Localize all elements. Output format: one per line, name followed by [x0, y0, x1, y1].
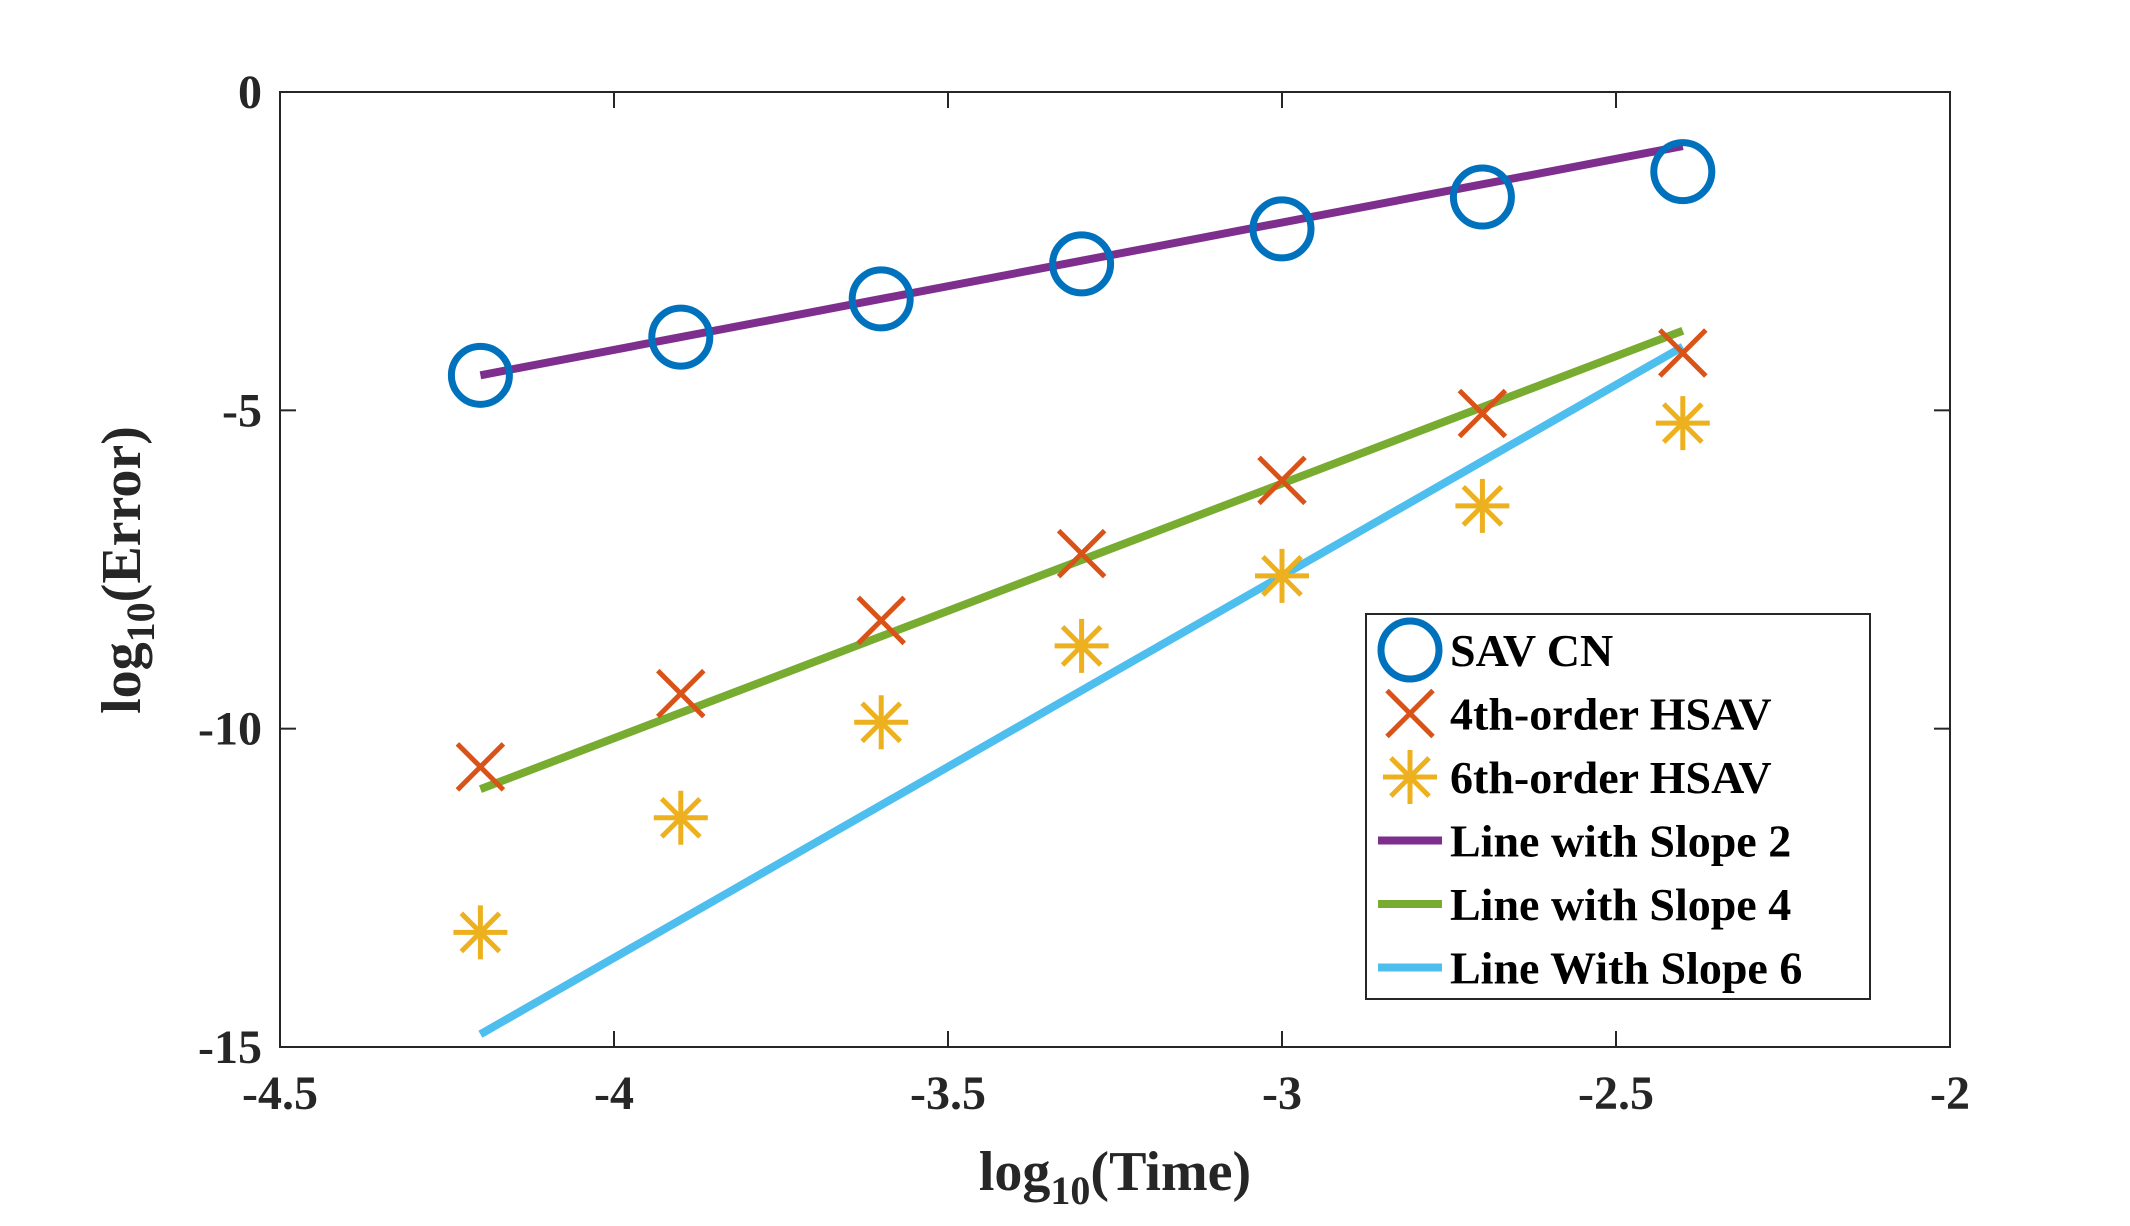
ticks [279, 91, 1951, 1048]
x-tick-label: -2 [1930, 1067, 1970, 1120]
x-tick-label: -3 [1262, 1067, 1302, 1120]
x-axis-label-sub: 10 [1050, 1168, 1090, 1213]
legend-label-4: Line with Slope 4 [1450, 879, 1791, 930]
series-2-point [653, 790, 708, 845]
series-markers [447, 139, 1716, 960]
x-tick-label: -2.5 [1578, 1067, 1654, 1120]
legend-label-2: 6th-order HSAV [1450, 752, 1772, 803]
series-line-3 [479, 142, 1684, 380]
y-tick-label: -15 [198, 1021, 262, 1074]
series-line-5 [478, 343, 1685, 1038]
x-tick-label: -4.5 [242, 1067, 318, 1120]
y-axis-label-prefix: log [91, 642, 153, 714]
series-1-point [1257, 455, 1307, 506]
y-tick-label: 0 [238, 66, 262, 119]
series-2-point [1455, 478, 1510, 533]
legend-box [1365, 613, 1871, 1000]
tick-labels: -4.5 -4 -3.5 -3 -2.5 -2 0 -5 -10 -15 [198, 66, 1970, 1120]
legend-label-5: Line With Slope 6 [1450, 943, 1802, 994]
series-2-point [1255, 548, 1309, 603]
series-0-point [447, 342, 513, 408]
series-2-point [453, 905, 508, 960]
y-tick-label: -10 [198, 703, 262, 756]
x-tick-label: -4 [594, 1067, 634, 1120]
y-axis-label-sub: 10 [118, 602, 163, 642]
series-1-point [1658, 328, 1708, 378]
x-tick-label: -3.5 [910, 1067, 986, 1120]
series-line-4 [478, 327, 1685, 793]
series-1-point [656, 668, 706, 719]
series-0-point [648, 304, 714, 370]
series-lines [478, 142, 1685, 1038]
legend-label-1: 4th-order HSAV [1450, 689, 1772, 740]
series-1-point [1457, 388, 1508, 439]
series-1-point [455, 742, 506, 792]
series-0-point [848, 266, 914, 332]
series-1-point [1056, 528, 1107, 579]
axes-box [279, 91, 1951, 1048]
legend-swatch-1 [1385, 688, 1435, 739]
series-0-point [1449, 164, 1515, 230]
legend-swatch-2 [1383, 750, 1437, 804]
legend-label-3: Line with Slope 2 [1450, 816, 1791, 867]
series-0-point [1249, 196, 1315, 262]
y-tick-label: -5 [222, 384, 262, 437]
x-axis-label: log10(Time) [979, 1141, 1251, 1213]
series-0-point [1650, 139, 1716, 205]
series-2-point [1054, 618, 1109, 673]
series-2-point [854, 695, 909, 750]
legend-swatch-0 [1377, 617, 1443, 683]
legend-label-0: SAV CN [1450, 625, 1613, 676]
legend: SAV CN 4th-order HSAV 6th-order HSAV Line w… [1365, 613, 1871, 1000]
y-axis-label-suffix: (Error) [91, 426, 153, 602]
series-1-point [856, 595, 906, 646]
series-2-point [1655, 396, 1710, 451]
y-axis-label: log10(Error) [91, 426, 163, 714]
x-axis-label-suffix: (Time) [1090, 1141, 1251, 1203]
series-0-point [1049, 231, 1115, 297]
x-axis-label-prefix: log [979, 1141, 1051, 1203]
axes [279, 91, 1951, 1048]
